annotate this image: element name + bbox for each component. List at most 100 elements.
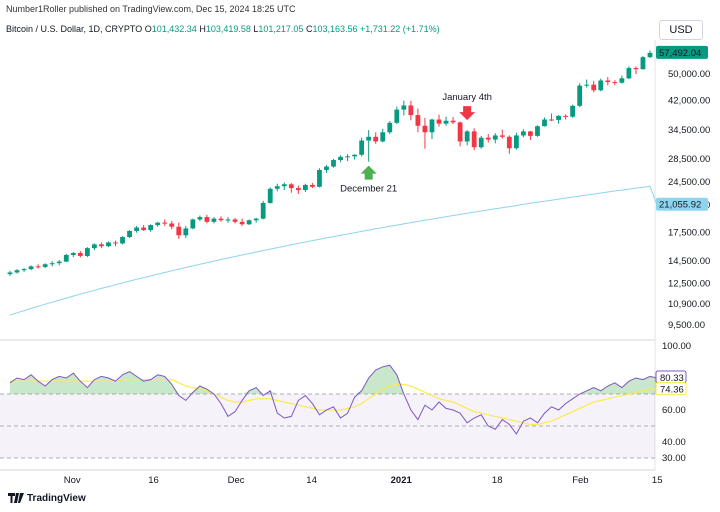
candle[interactable] [211,218,217,222]
candle[interactable] [232,219,238,222]
candle[interactable] [563,115,569,117]
candle[interactable] [288,184,294,189]
candle[interactable] [513,135,519,149]
candle[interactable] [619,78,625,83]
tradingview-brand: TradingView [8,493,86,504]
candle[interactable] [14,270,20,273]
candle[interactable] [633,68,639,70]
candle[interactable] [436,119,442,124]
candle[interactable] [521,131,526,136]
candle[interactable] [197,217,203,220]
candle[interactable] [598,80,604,91]
candle[interactable] [373,136,379,142]
candle[interactable] [464,131,470,142]
change-value: +1,731.22 (+1.71%) [360,24,440,34]
price-tick-label: 50,000.00 [668,69,710,80]
candle[interactable] [612,82,618,84]
candle[interactable] [471,131,477,148]
candle[interactable] [317,169,322,187]
candle[interactable] [99,244,104,247]
candle[interactable] [415,115,421,126]
candle[interactable] [457,122,463,142]
candle[interactable] [260,202,266,219]
candle[interactable] [141,227,147,231]
candle[interactable] [127,230,132,238]
candle[interactable] [155,222,161,226]
candle[interactable] [7,272,13,275]
candle[interactable] [324,166,329,170]
candle[interactable] [408,105,414,116]
candle[interactable] [450,120,456,123]
candle[interactable] [584,84,590,86]
rsi-tick-label: 100.00 [662,341,691,352]
candle[interactable] [70,252,76,255]
candle[interactable] [556,115,561,120]
candle[interactable] [443,120,449,124]
candle[interactable] [577,85,583,106]
candle[interactable] [542,119,547,127]
candle[interactable] [113,242,118,244]
candle[interactable] [359,140,365,155]
candle[interactable] [77,252,83,256]
candle[interactable] [56,261,62,264]
candle[interactable] [21,269,27,271]
candle[interactable] [183,228,189,236]
candle[interactable] [331,160,336,167]
candle[interactable] [274,186,280,189]
candle[interactable] [394,109,400,123]
candle[interactable] [478,137,484,148]
candle[interactable] [190,219,196,229]
candle[interactable] [387,122,393,133]
candle[interactable] [429,119,435,133]
candle[interactable] [35,266,41,268]
candle[interactable] [345,156,350,158]
candle[interactable] [134,227,139,231]
candle[interactable] [647,52,653,58]
candle[interactable] [162,222,168,224]
candle[interactable] [380,132,386,142]
candle[interactable] [570,105,576,117]
candle[interactable] [225,219,231,221]
candle[interactable] [239,221,245,225]
time-tick-label: 14 [306,475,317,486]
candle[interactable] [492,135,498,140]
candle[interactable] [49,263,55,265]
candle[interactable] [120,237,125,244]
candle[interactable] [535,126,540,136]
candle[interactable] [605,80,611,83]
candle[interactable] [267,188,273,203]
candle[interactable] [204,217,210,222]
candle[interactable] [84,248,90,256]
candle[interactable] [640,57,646,70]
candle[interactable] [28,266,34,270]
candle[interactable] [63,254,69,262]
candle[interactable] [310,184,315,187]
candle[interactable] [176,226,182,236]
candle[interactable] [218,218,224,221]
candle[interactable] [148,225,154,231]
candle[interactable] [401,105,407,110]
candle[interactable] [352,154,358,157]
candle[interactable] [91,244,97,249]
candle[interactable] [42,264,48,267]
rsi-overbought-fill [10,365,679,394]
candle[interactable] [302,184,308,191]
candle[interactable] [253,218,259,221]
candle[interactable] [106,242,111,247]
candle[interactable] [528,131,533,136]
currency-selector[interactable]: USD [659,20,703,40]
candle[interactable] [485,137,491,140]
candle[interactable] [246,220,252,225]
candle[interactable] [549,119,554,121]
candle[interactable] [338,156,343,161]
candle[interactable] [366,136,372,141]
candle[interactable] [591,84,597,91]
candle[interactable] [169,223,175,227]
candle[interactable] [626,68,632,79]
candle[interactable] [281,184,287,187]
candle[interactable] [295,188,301,191]
candle[interactable] [506,136,512,149]
candle[interactable] [499,135,505,137]
candle[interactable] [422,125,428,133]
